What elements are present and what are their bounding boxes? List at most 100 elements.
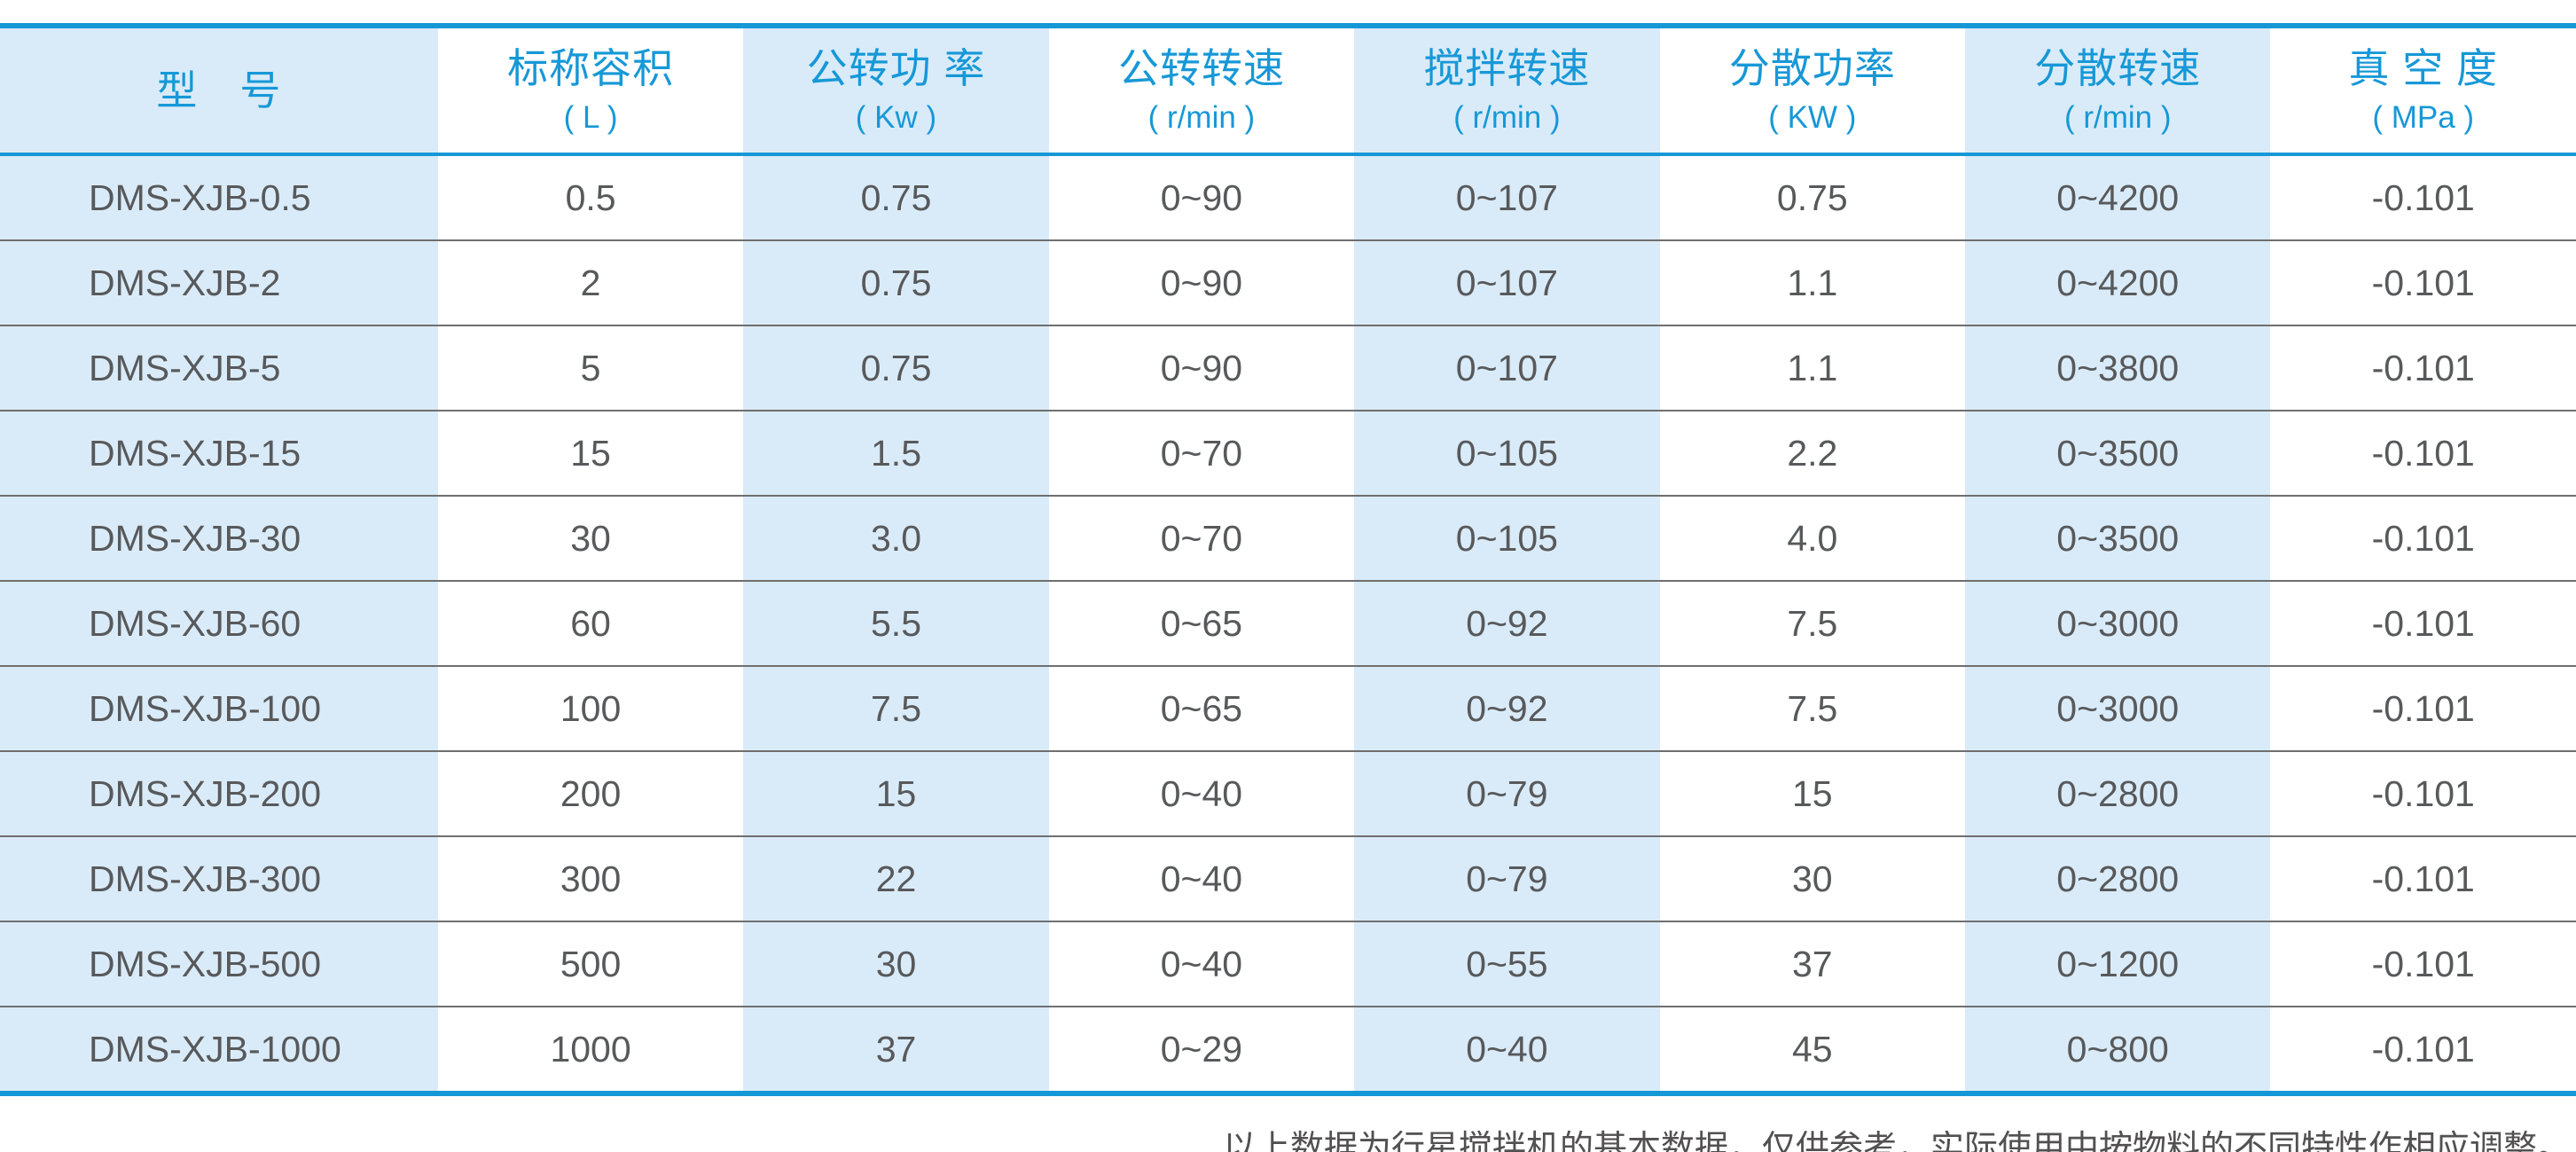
value-cell: 5 — [437, 325, 744, 411]
value-cell: 0~40 — [1048, 921, 1355, 1007]
value-cell: 37 — [743, 1006, 1049, 1093]
value-cell: 0~90 — [1048, 239, 1355, 325]
column-header-8: 真 空 度 ( MPa ) — [2270, 26, 2576, 156]
footnote-text: 以上数据为行星搅拌机的基本数据，仅供参考，实际使用中按物料的不同特性作相应调整。 — [1222, 1128, 2571, 1152]
value-cell: 0~2800 — [1965, 835, 2271, 921]
value-cell: 0~79 — [1354, 750, 1660, 836]
value-cell: 0~70 — [1048, 410, 1355, 496]
value-cell: 0~3000 — [1965, 580, 2271, 666]
table-row: DMS-XJB-2 2 0.75 0~90 0~107 1.1 0~4200 -0.101 — [0, 239, 2576, 325]
column-header-unit: ( L ) — [563, 100, 618, 135]
value-cell: 0~4200 — [1965, 239, 2271, 325]
value-cell: 15 — [743, 750, 1049, 836]
value-cell: 0~107 — [1455, 176, 1558, 218]
value-cell: 0~40 — [1354, 1006, 1660, 1093]
model-cell: DMS-XJB-0.5 — [89, 176, 311, 218]
column-header-label: 分散转速 — [2034, 45, 2202, 91]
value-cell: 15 — [1659, 750, 1966, 836]
value-cell: 0~4200 — [2056, 176, 2180, 218]
value-cell: 1.5 — [743, 410, 1049, 496]
model-cell: DMS-XJB-5 — [0, 325, 438, 411]
value-cell: 200 — [437, 750, 744, 836]
value-cell: 4.0 — [1659, 495, 1966, 581]
value-cell: 0~65 — [1048, 580, 1355, 666]
model-cell: DMS-XJB-60 — [0, 580, 438, 666]
table-row: DMS-XJB-100 100 7.5 0~65 0~92 7.5 0~3000 -0.101 — [0, 665, 2576, 751]
table-row: DMS-XJB-15 15 1.5 0~70 0~105 2.2 0~3500 -0.101 — [0, 410, 2576, 496]
column-header-3: 公转功 率 ( Kw ) — [743, 26, 1049, 156]
value-cell: 0.75 — [743, 239, 1049, 325]
column-header-1: 型 号 — [0, 26, 438, 156]
value-cell: 0~90 — [1048, 325, 1355, 411]
value-cell: 0~3500 — [1965, 495, 2271, 581]
value-cell: 30 — [743, 921, 1049, 1007]
column-header-4: 公转转速 ( r/min ) — [1048, 26, 1355, 156]
value-cell: 60 — [437, 580, 744, 666]
column-header-label: 真 空 度 — [2348, 45, 2499, 91]
value-cell: 0~3500 — [1965, 410, 2271, 496]
value-cell: 300 — [437, 835, 744, 921]
model-cell: DMS-XJB-1000 — [0, 1006, 438, 1093]
value-cell: 0.75 — [743, 325, 1049, 411]
table-row: DMS-XJB-300 300 22 0~40 0~79 30 0~2800 -0.101 — [0, 835, 2576, 921]
value-cell: 0~105 — [1354, 410, 1660, 496]
column-header-5: 搅拌转速 ( r/min ) — [1354, 26, 1660, 156]
value-cell: 30 — [437, 495, 744, 581]
column-header-7: 分散转速 ( r/min ) — [1965, 26, 2271, 156]
value-cell: 0~65 — [1048, 665, 1355, 751]
value-cell: 3.0 — [743, 495, 1049, 581]
value-cell: -0.101 — [2270, 239, 2576, 325]
table-row: DMS-XJB-60 60 5.5 0~65 0~92 7.5 0~3000 -0.101 — [0, 580, 2576, 666]
value-cell: -0.101 — [2270, 1006, 2576, 1093]
value-cell: -0.101 — [2270, 495, 2576, 581]
value-cell: -0.101 — [2270, 410, 2576, 496]
value-cell: 7.5 — [1659, 580, 1966, 666]
column-header-label: 分散功率 — [1728, 45, 1896, 91]
value-cell: -0.101 — [2270, 665, 2576, 751]
value-cell: 0~70 — [1048, 495, 1355, 581]
column-header-unit: ( r/min ) — [1147, 100, 1256, 135]
value-cell: 0~2800 — [1965, 750, 2271, 836]
model-cell: DMS-XJB-100 — [0, 665, 438, 751]
value-cell: 45 — [1659, 1006, 1966, 1093]
planetary-mixer-spec-table: 型 号标称容积( L ) 公转功 率( Kw ) 公转转速 ( r/min ) 搅拌转速… — [0, 23, 2576, 1096]
value-cell: 7.5 — [1659, 665, 1966, 751]
column-header-unit: ( r/min ) — [2063, 100, 2172, 135]
value-cell: 30 — [1659, 835, 1966, 921]
column-header-2: 标称容积 ( L ) — [437, 26, 744, 156]
column-header-label: 公转转速 — [1117, 45, 1285, 91]
value-cell: 0~3800 — [1965, 325, 2271, 411]
value-cell: 37 — [1659, 921, 1966, 1007]
model-cell: DMS-XJB-30 — [0, 495, 438, 581]
value-cell: 0~800 — [1965, 1006, 2271, 1093]
value-cell: 0.75 — [860, 176, 932, 218]
value-cell: -0.101 — [2270, 580, 2576, 666]
table-body: DMS-XJB-0.5 0.5 0.75 0~90 0~107 0.75 0~4200 -0.… — [0, 154, 2576, 1093]
value-cell: 15 — [437, 410, 744, 496]
model-cell: DMS-XJB-2 — [0, 239, 438, 325]
value-cell: 0.75 — [1776, 176, 1848, 218]
value-cell: 1.1 — [1659, 239, 1966, 325]
table-row: DMS-XJB-5 5 0.75 0~90 0~107 1.1 0~3800 -0.101 — [0, 325, 2576, 411]
table-row: DMS-XJB-0.5 0.5 0.75 0~90 0~107 0.75 0~4200 -0.… — [0, 154, 2576, 240]
header-row: 型 号标称容积( L ) 公转功 率( Kw ) 公转转速 ( r/min ) 搅拌转速… — [0, 26, 2576, 156]
spec-sheet-page: 型 号标称容积( L ) 公转功 率( Kw ) 公转转速 ( r/min ) 搅拌转速… — [0, 23, 2576, 1152]
value-cell: -0.101 — [2270, 835, 2576, 921]
value-cell: 22 — [743, 835, 1049, 921]
value-cell: -0.101 — [2270, 325, 2576, 411]
value-cell: -0.101 — [2270, 750, 2576, 836]
column-header-label: 搅拌转速 — [1423, 45, 1591, 91]
value-cell: 1.1 — [1659, 325, 1966, 411]
table-row: DMS-XJB-500 500 30 0~40 0~55 37 0~1200 -0.101 — [0, 921, 2576, 1007]
value-cell: 0~55 — [1354, 921, 1660, 1007]
value-cell: 2.2 — [1659, 410, 1966, 496]
value-cell: 0~40 — [1048, 750, 1355, 836]
value-cell: 0~40 — [1048, 835, 1355, 921]
model-cell: DMS-XJB-200 — [0, 750, 438, 836]
value-cell: 2 — [437, 239, 744, 325]
value-cell: 0~92 — [1354, 665, 1660, 751]
model-cell: DMS-XJB-15 — [0, 410, 438, 496]
value-cell: 500 — [437, 921, 744, 1007]
value-cell: 0~90 — [1160, 176, 1243, 218]
column-header-label: 公转功 率 — [806, 45, 986, 91]
